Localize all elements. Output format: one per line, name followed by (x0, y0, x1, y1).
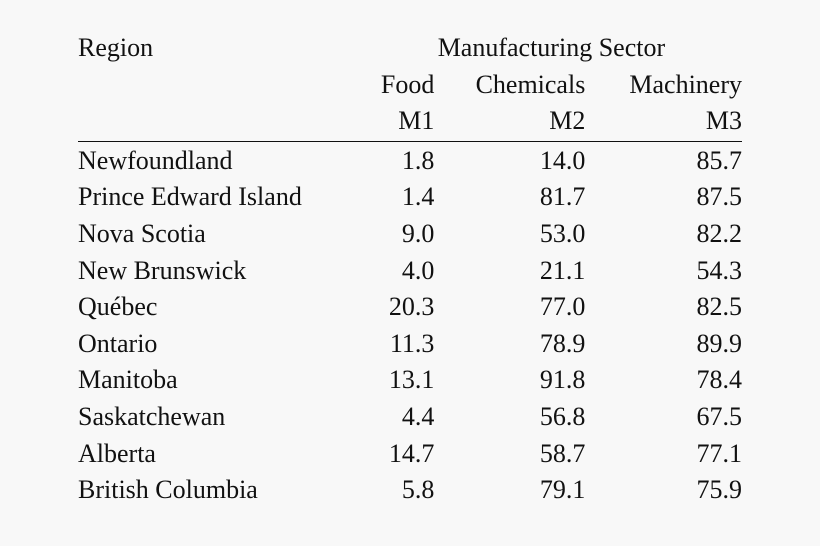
value-cell-m3: 82.5 (696, 292, 743, 322)
table-row: Newfoundland 1.8 14.0 85.7 (78, 141, 742, 179)
value-cell-m3: 54.3 (696, 255, 743, 285)
manufacturing-table: Region Manufacturing Sector Food Chemica… (78, 30, 742, 509)
value-cell-m1: 5.8 (401, 475, 435, 505)
value-cell-m2: 53.0 (539, 218, 586, 248)
value-cell-m1: 4.4 (401, 401, 435, 431)
column-code-m3: M3 (585, 103, 742, 142)
table-body: Newfoundland 1.8 14.0 85.7 Prince Edward Isl… (78, 141, 742, 508)
header-spacer (78, 67, 361, 104)
value-cell-m1: 20.3 (388, 292, 435, 322)
header-spacer (78, 103, 361, 142)
value-cell-m3: 77.1 (696, 438, 743, 468)
value-cell-m3: 67.5 (696, 401, 743, 431)
value-cell-m2: 91.8 (539, 365, 586, 395)
region-name-cell: Alberta (78, 438, 156, 468)
value-cell-m2: 21.1 (539, 255, 586, 285)
value-cell-m3: 87.5 (696, 182, 743, 212)
region-column-header: Region (78, 33, 154, 62)
value-cell-m1: 1.8 (401, 145, 435, 175)
sector-group-header: Manufacturing Sector (437, 33, 666, 62)
region-name-cell: Québec (78, 292, 158, 322)
region-name-cell: Manitoba (78, 365, 178, 395)
region-name-cell: Ontario (78, 328, 158, 358)
region-name-cell: New Brunswick (78, 255, 247, 285)
column-header-chemicals: Chemicals (475, 69, 586, 99)
value-cell-m2: 78.9 (539, 328, 586, 358)
table-row: Prince Edward Island 1.4 81.7 87.5 (78, 179, 742, 216)
column-header-food: Food (380, 69, 435, 99)
region-name-cell: Nova Scotia (78, 218, 206, 248)
region-name-cell: Newfoundland (78, 145, 233, 175)
table-row: Manitoba 13.1 91.8 78.4 (78, 362, 742, 399)
region-name-cell: Prince Edward Island (78, 182, 302, 212)
value-cell-m1: 11.3 (389, 328, 435, 358)
table-row: New Brunswick 4.0 21.1 54.3 (78, 253, 742, 290)
table-row: Alberta 14.7 58.7 77.1 (78, 436, 742, 473)
value-cell-m2: 79.1 (539, 475, 586, 505)
value-cell-m2: 56.8 (539, 401, 586, 431)
header-row-groups: Region Manufacturing Sector (78, 30, 742, 67)
header-row-codes: M1 M2 M3 (78, 103, 742, 142)
value-cell-m3: 75.9 (696, 475, 743, 505)
value-cell-m2: 58.7 (539, 438, 586, 468)
value-cell-m3: 89.9 (696, 328, 743, 358)
value-cell-m3: 85.7 (696, 145, 743, 175)
value-cell-m1: 4.0 (401, 255, 435, 285)
value-cell-m1: 13.1 (388, 365, 435, 395)
value-cell-m3: 78.4 (696, 365, 743, 395)
region-name-cell: Saskatchewan (78, 401, 226, 431)
value-cell-m1: 14.7 (388, 438, 435, 468)
value-cell-m2: 77.0 (539, 292, 586, 322)
column-code-m1: M1 (360, 103, 435, 142)
value-cell-m2: 14.0 (539, 145, 586, 175)
region-name-cell: British Columbia (78, 475, 258, 505)
table-row: Saskatchewan 4.4 56.8 67.5 (78, 399, 742, 436)
table-row: British Columbia 5.8 79.1 75.9 (78, 472, 742, 509)
column-header-machinery: Machinery (629, 69, 742, 99)
value-cell-m1: 1.4 (401, 182, 435, 212)
table-row: Ontario 11.3 78.9 89.9 (78, 326, 742, 363)
data-table-container: Region Manufacturing Sector Food Chemica… (78, 30, 742, 509)
table-row: Nova Scotia 9.0 53.0 82.2 (78, 216, 742, 253)
value-cell-m2: 81.7 (539, 182, 586, 212)
column-code-m2: M2 (434, 103, 586, 142)
header-row-names: Food Chemicals Machinery (78, 67, 742, 104)
value-cell-m3: 82.2 (696, 218, 743, 248)
table-row: Québec 20.3 77.0 82.5 (78, 289, 742, 326)
value-cell-m1: 9.0 (401, 218, 435, 248)
